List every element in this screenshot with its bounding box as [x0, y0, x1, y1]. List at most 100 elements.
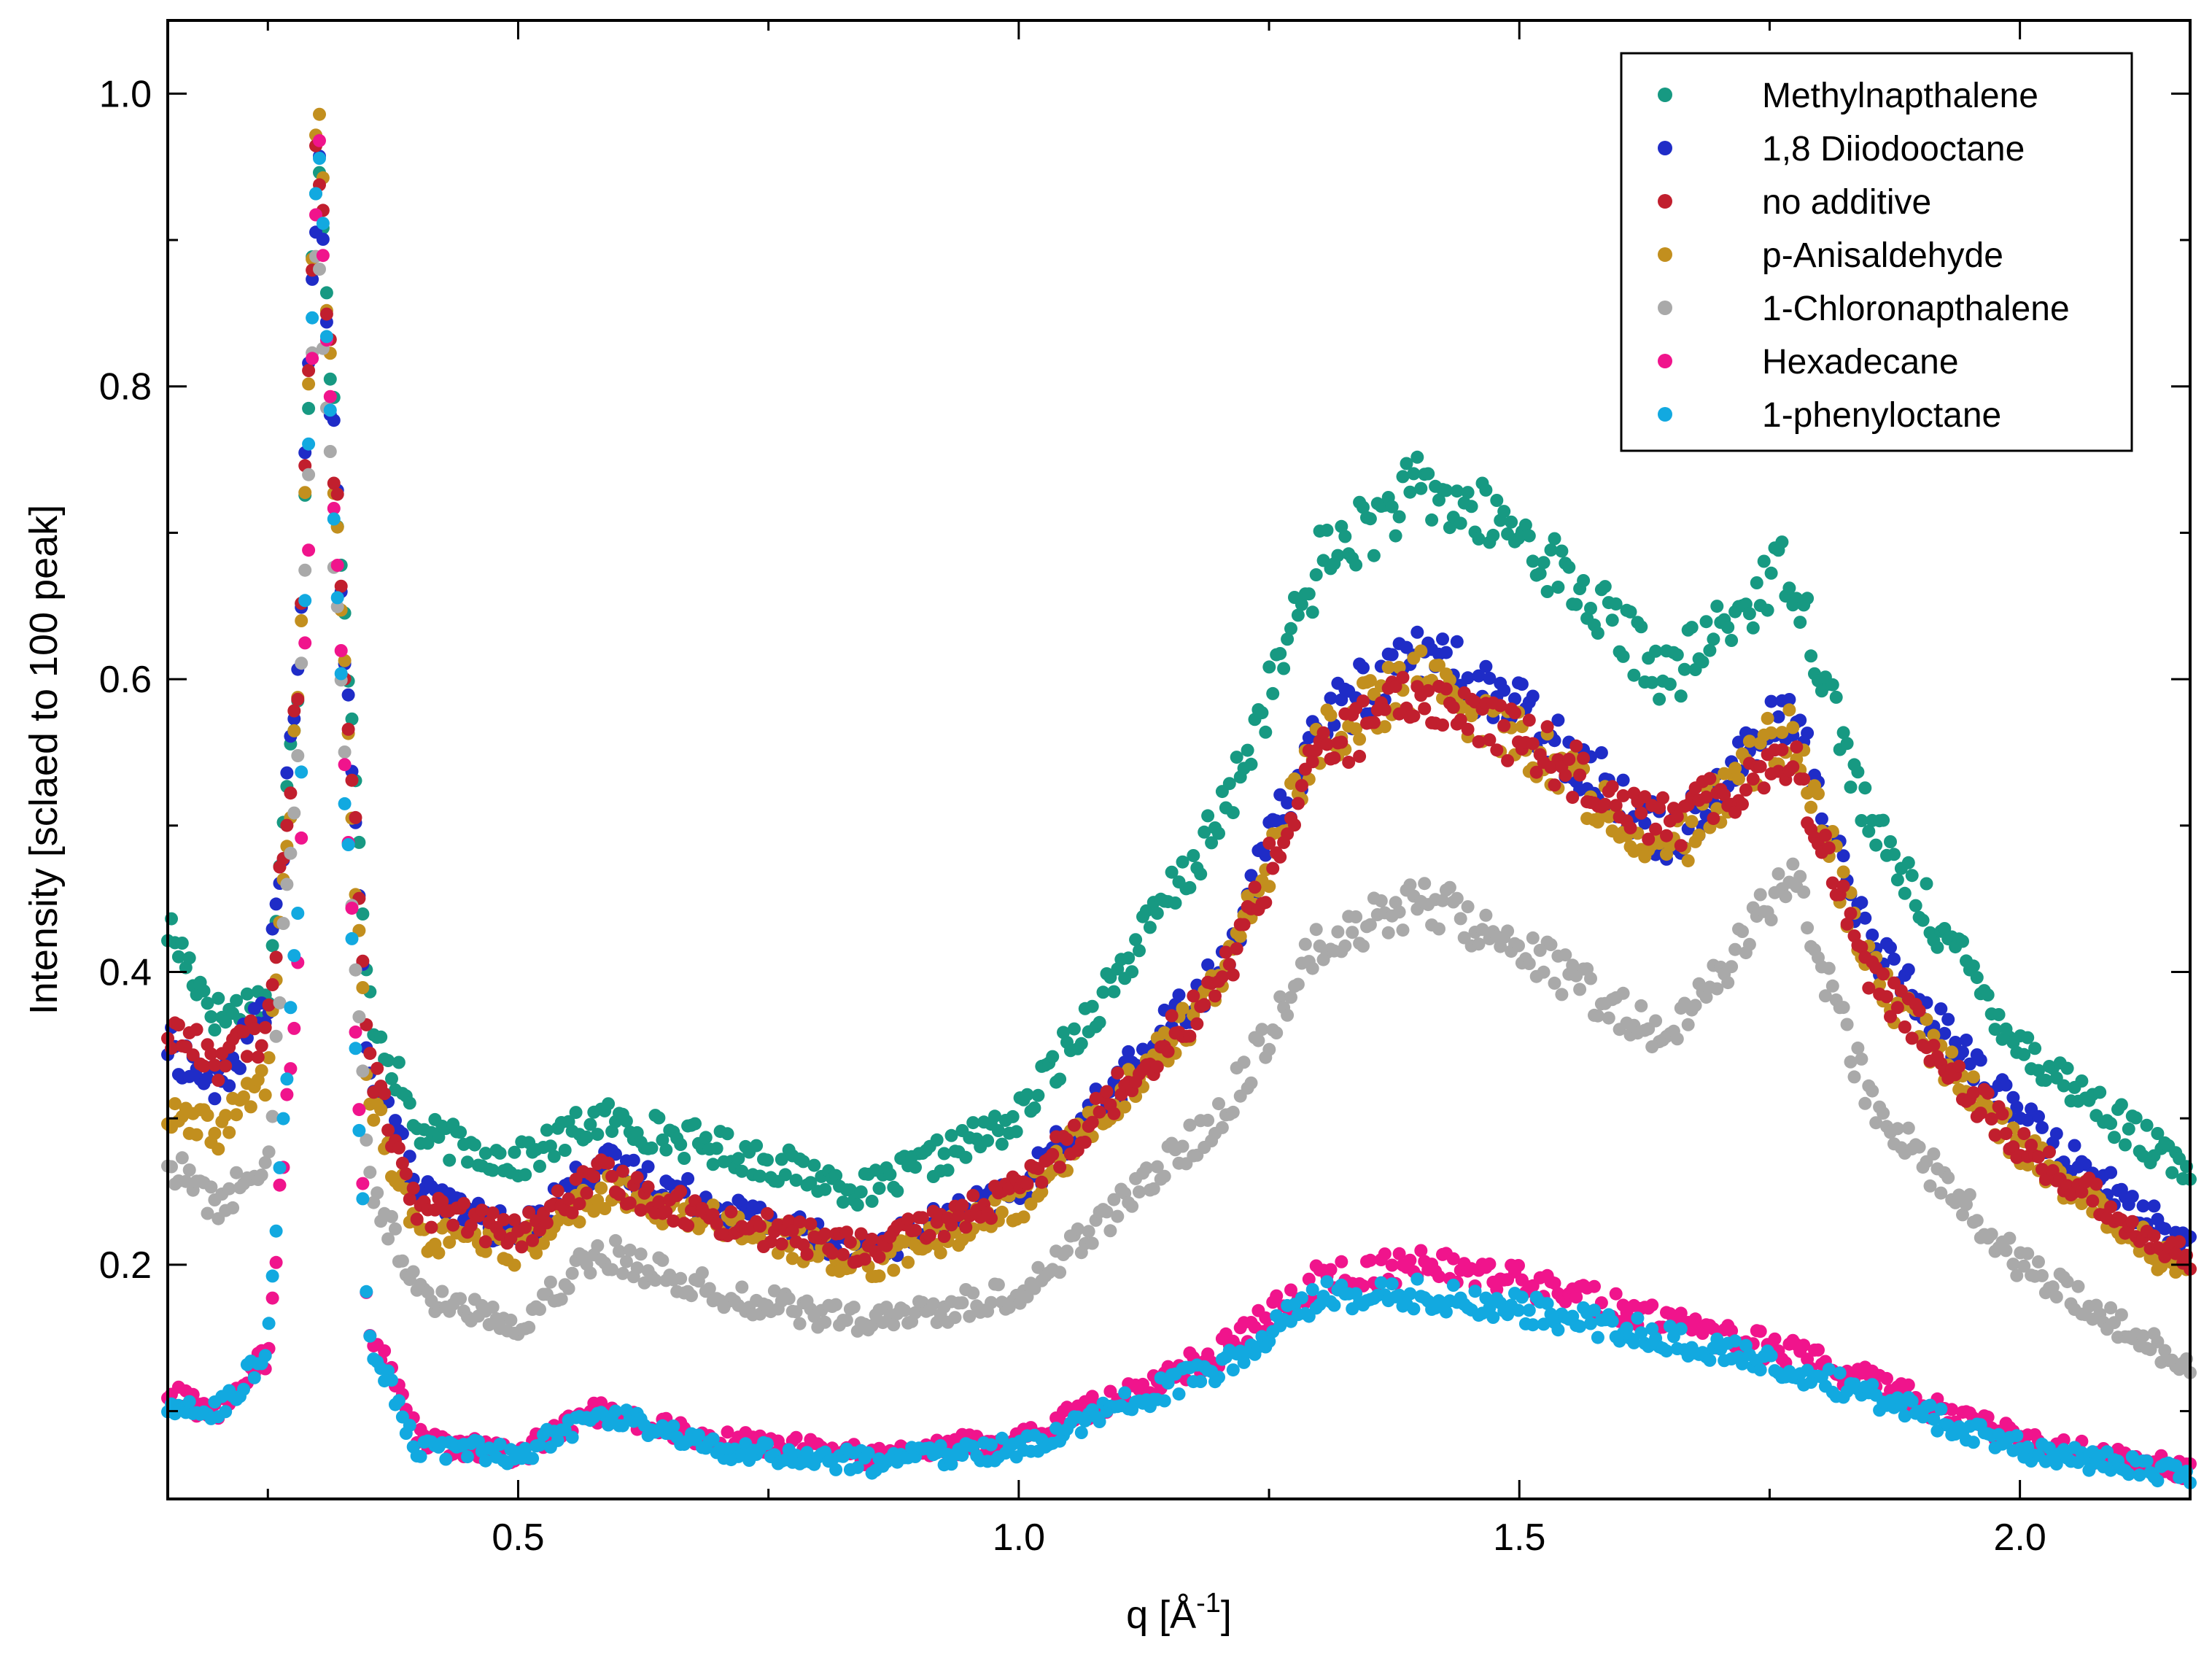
data-point: [1446, 700, 1460, 714]
data-point: [1226, 806, 1240, 820]
data-point: [1472, 937, 1486, 951]
data-point: [952, 1209, 966, 1223]
data-point: [1183, 1029, 1197, 1043]
data-point: [1508, 706, 1521, 720]
data-point: [613, 1187, 626, 1201]
data-point: [1941, 1012, 1955, 1026]
data-point: [435, 1285, 449, 1298]
data-point: [1353, 732, 1367, 746]
data-point: [1631, 1312, 1645, 1325]
data-point: [1616, 649, 1630, 663]
data-point: [345, 902, 359, 915]
data-point: [1927, 1412, 1941, 1426]
data-point: [1385, 648, 1399, 662]
data-point: [2042, 1145, 2056, 1159]
data-point: [1548, 532, 1561, 546]
data-point: [789, 1430, 803, 1444]
data-point: [1392, 1288, 1406, 1302]
data-point: [1046, 1050, 1060, 1063]
data-point: [1674, 1322, 1688, 1336]
data-point: [1660, 1344, 1673, 1358]
data-point: [1248, 880, 1262, 894]
data-point: [2158, 1222, 2172, 1236]
data-point: [1201, 809, 1215, 823]
data-point: [1526, 1318, 1540, 1332]
data-point: [2036, 1268, 2049, 1282]
data-point: [785, 1252, 799, 1266]
data-point: [273, 996, 287, 1010]
data-point: [1396, 670, 1410, 684]
legend-layer: Methylnapthalene 1,8 Diiodooctane no addit…: [1620, 52, 2133, 452]
data-point: [454, 1292, 467, 1306]
data-point: [508, 1213, 521, 1227]
data-point: [1244, 757, 1258, 771]
data-point: [1201, 958, 1215, 972]
data-point: [1764, 566, 1778, 580]
data-point: [1439, 1305, 1453, 1319]
data-point: [1952, 1188, 1966, 1202]
data-point: [1890, 1122, 1904, 1136]
data-point: [237, 1382, 250, 1396]
data-point: [995, 1431, 1009, 1445]
data-point: [1208, 989, 1222, 1003]
data-point: [219, 1059, 233, 1073]
data-point: [302, 468, 316, 481]
data-point: [1548, 976, 1561, 990]
data-point: [529, 1246, 543, 1260]
data-point: [837, 1196, 850, 1209]
data-point: [533, 1159, 546, 1173]
data-point: [1526, 554, 1540, 568]
data-point: [284, 846, 298, 860]
data-point: [395, 1254, 409, 1268]
data-point: [1262, 660, 1276, 674]
data-point: [1244, 869, 1258, 883]
data-point: [839, 1314, 853, 1328]
data-point: [345, 773, 359, 787]
data-point: [323, 372, 337, 386]
data-point: [602, 1097, 616, 1111]
data-point: [258, 1349, 272, 1363]
data-point: [1540, 720, 1554, 734]
data-point: [641, 1160, 655, 1174]
data-point: [1999, 1244, 2013, 1258]
data-point: [2169, 1247, 2183, 1260]
x-tick-label: 1.5: [1493, 1516, 1545, 1559]
data-point: [1638, 816, 1652, 830]
data-point: [526, 1233, 540, 1247]
data-point: [182, 951, 196, 965]
data-point: [2057, 1079, 2071, 1093]
data-point: [569, 1106, 583, 1120]
data-point: [1804, 649, 1818, 663]
data-point: [2093, 1085, 2107, 1099]
data-point: [1736, 925, 1749, 938]
data-point: [1548, 778, 1561, 792]
data-point: [1176, 1001, 1190, 1015]
data-point: [667, 1214, 680, 1228]
data-point: [681, 1219, 695, 1233]
data-point: [843, 1236, 857, 1250]
data-point: [1450, 635, 1464, 648]
data-point: [641, 1180, 655, 1194]
data-point: [1346, 926, 1359, 939]
data-point: [1649, 1014, 1663, 1028]
data-point: [2017, 1259, 2031, 1273]
data-point: [392, 1394, 405, 1408]
data-point: [330, 559, 344, 572]
data-point: [1281, 632, 1295, 646]
data-point: [1446, 1252, 1460, 1266]
data-point: [558, 1144, 572, 1157]
data-point: [598, 1202, 612, 1215]
data-point: [1681, 1018, 1695, 1031]
data-point: [1529, 765, 1543, 779]
data-point: [1410, 1272, 1424, 1286]
data-point: [1847, 1070, 1861, 1084]
data-point: [800, 1247, 814, 1261]
data-point: [1198, 998, 1211, 1012]
data-point: [280, 1088, 294, 1101]
data-point: [1053, 1266, 1067, 1279]
data-point: [1551, 1323, 1565, 1337]
data-point: [2010, 1101, 2024, 1114]
data-point: [937, 1147, 951, 1161]
data-point: [2017, 1127, 2031, 1141]
data-point: [991, 1124, 1005, 1137]
